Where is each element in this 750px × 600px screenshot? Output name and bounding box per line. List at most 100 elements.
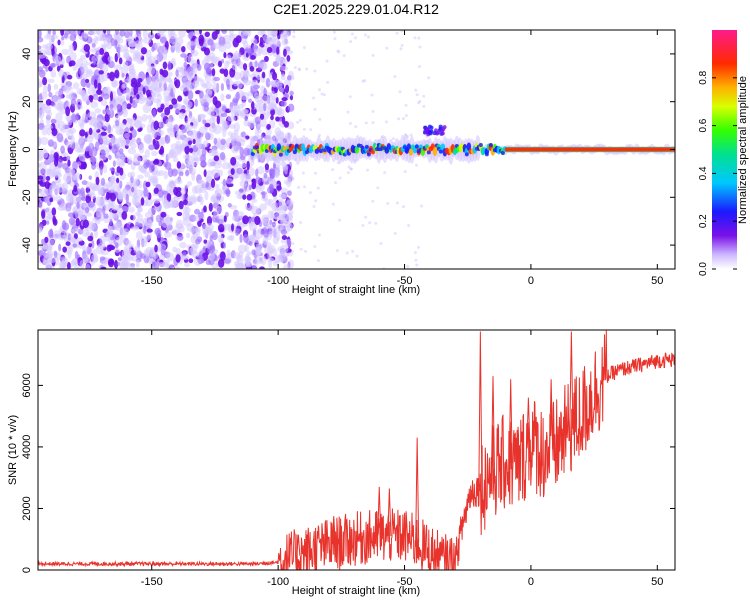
heatmap-cell xyxy=(50,102,56,107)
heatmap-cell xyxy=(264,55,269,62)
heatmap-cell xyxy=(67,212,75,218)
heatmap-cell xyxy=(42,77,48,86)
heatmap-cell xyxy=(41,210,46,219)
heatmap-cell xyxy=(100,177,106,186)
heatmap-cell xyxy=(47,30,52,35)
heatmap-cell xyxy=(124,248,129,257)
heatmap-cell xyxy=(414,88,418,92)
heatmap-cell xyxy=(136,93,140,100)
heatmap-cell xyxy=(133,155,142,165)
heatmap-cell xyxy=(84,132,88,139)
heatmap-cell xyxy=(110,38,116,47)
heatmap-cell xyxy=(82,65,89,74)
snr-spike xyxy=(549,379,554,450)
heatmap-cell xyxy=(286,54,291,62)
heatmap-cell xyxy=(228,106,233,112)
heatmap-cell xyxy=(403,170,407,174)
heatmap-cell xyxy=(221,123,229,132)
heatmap-cell xyxy=(225,138,231,148)
heatmap-cell xyxy=(131,77,138,85)
heatmap-cell xyxy=(119,262,126,269)
heatmap-cell xyxy=(413,36,417,40)
heatmap-cell xyxy=(438,124,443,129)
heatmap-cell xyxy=(164,199,169,205)
heatmap-cell xyxy=(216,115,221,125)
heatmap-cell xyxy=(217,258,225,268)
heatmap-cell xyxy=(326,80,330,84)
heatmap-cell xyxy=(180,162,186,169)
heatmap-cell xyxy=(269,219,273,226)
heatmap-cell xyxy=(407,224,411,228)
heatmap-cell xyxy=(203,62,211,72)
heatmap-cell xyxy=(160,245,166,256)
heatmap-cell xyxy=(236,211,245,219)
heatmap-cell xyxy=(136,59,145,65)
heatmap-cell xyxy=(187,195,192,200)
heatmap-cell xyxy=(361,224,365,228)
heatmap-cell xyxy=(73,184,78,193)
heatmap-cell xyxy=(66,74,73,80)
heatmap-cell xyxy=(143,224,147,235)
heatmap-cell xyxy=(167,77,173,83)
heatmap-cell xyxy=(176,161,182,169)
spectrogram-x-tick-label: -100 xyxy=(267,275,289,287)
heatmap-cell xyxy=(245,266,252,269)
heatmap-cell xyxy=(302,185,306,189)
heatmap-cell xyxy=(99,256,106,261)
heatmap-cell xyxy=(103,36,111,46)
heatmap-cell xyxy=(286,177,292,188)
heatmap-cell xyxy=(420,204,424,208)
heatmap-cell xyxy=(135,259,140,268)
heatmap-cell xyxy=(302,127,306,131)
heatmap-cell xyxy=(137,174,144,180)
heatmap-cell xyxy=(159,46,168,55)
heatmap-cell xyxy=(38,150,45,160)
heatmap-cell xyxy=(122,52,131,60)
heatmap-cell xyxy=(399,47,403,51)
heatmap-cell xyxy=(141,154,148,164)
heatmap-cell xyxy=(117,136,126,143)
heatmap-cell xyxy=(286,252,294,257)
snr-spike xyxy=(387,488,392,537)
heatmap-cell xyxy=(184,262,191,268)
heatmap-cell xyxy=(86,145,91,152)
heatmap-cell xyxy=(109,218,113,226)
heatmap-cell xyxy=(361,79,365,83)
heatmap-cell xyxy=(349,167,353,171)
heatmap-cell xyxy=(254,215,261,226)
heatmap-cell xyxy=(254,145,259,150)
figure-title: C2E1.2025.229.01.04.R12 xyxy=(273,1,439,17)
heatmap-cell xyxy=(47,83,52,93)
heatmap-cell xyxy=(250,151,255,156)
heatmap-cell xyxy=(54,195,62,202)
heatmap-cell xyxy=(182,81,192,87)
heatmap-cell xyxy=(153,120,159,130)
heatmap-cell xyxy=(117,257,123,262)
heatmap-cell xyxy=(305,67,309,71)
heatmap-cell xyxy=(187,131,194,137)
heatmap-cell xyxy=(206,170,214,175)
heatmap-cell xyxy=(183,154,192,160)
heatmap-cell xyxy=(223,51,227,59)
heatmap-cell xyxy=(166,127,172,132)
heatmap-cell xyxy=(278,193,286,198)
heatmap-cell xyxy=(417,245,421,249)
heatmap-cell xyxy=(134,189,143,198)
heatmap-cell xyxy=(255,229,265,239)
heatmap-cell xyxy=(368,221,372,225)
heatmap-cell xyxy=(197,113,207,119)
heatmap-cell xyxy=(114,69,120,79)
heatmap-cell xyxy=(383,171,387,175)
heatmap-cell xyxy=(38,109,45,120)
heatmap-cell xyxy=(144,149,151,158)
heatmap-cell xyxy=(242,70,251,78)
heatmap-cell xyxy=(254,116,261,125)
heatmap-cell xyxy=(41,244,49,250)
heatmap-cell xyxy=(145,246,154,255)
heatmap-cell xyxy=(38,162,42,168)
heatmap-cell xyxy=(157,189,164,198)
heatmap-cell xyxy=(422,94,426,98)
heatmap-cell xyxy=(272,71,278,81)
heatmap-cell xyxy=(366,152,371,157)
heatmap-cell xyxy=(168,179,177,189)
